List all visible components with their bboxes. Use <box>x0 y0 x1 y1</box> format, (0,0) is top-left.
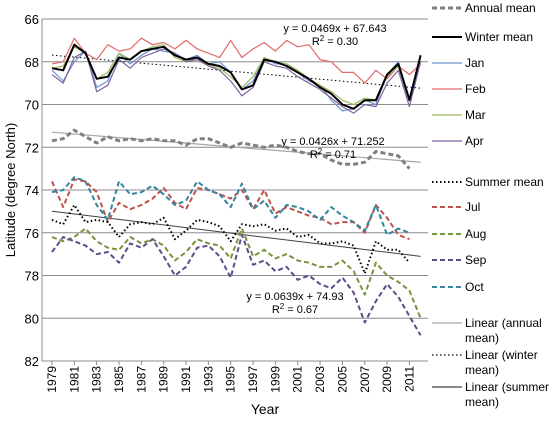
x-tick-label: 1995 <box>224 366 238 393</box>
x-tick-label: 1985 <box>112 366 126 393</box>
y-tick-label: 78 <box>25 269 39 284</box>
x-tick-label: 2009 <box>380 366 394 393</box>
y-tick-label: 82 <box>25 354 39 369</box>
legend-label: Linear (annual mean) <box>465 316 542 345</box>
x-tick-label: 2005 <box>335 366 349 393</box>
y-tick-labels: 66 68 70 72 74 76 78 80 82 <box>25 12 39 369</box>
series-line-annual-mean <box>51 128 411 170</box>
series-line-mar <box>51 44 422 106</box>
series-line-summer-mean <box>51 204 411 275</box>
x-tick-label: 2007 <box>358 366 372 393</box>
y-tick-label: 66 <box>25 12 39 27</box>
x-tick-label: 1991 <box>179 366 193 393</box>
x-tick-label: 2011 <box>402 366 416 392</box>
y-tick-label: 72 <box>25 140 39 155</box>
regression-equation: y = 0.0426x + 71.252 <box>281 136 384 148</box>
series-line-apr <box>51 48 422 114</box>
trend-lines <box>51 54 421 257</box>
legend-label: Summer mean <box>465 175 544 189</box>
legend-label: Apr <box>465 134 484 148</box>
x-tick-label: 1981 <box>67 366 81 393</box>
series-line-aug <box>51 227 422 319</box>
trend-line-linear-summer-mean <box>51 210 421 257</box>
series-line-winter-mean <box>51 43 422 110</box>
legend-label: Linear (summer mean) <box>465 380 549 409</box>
regression-equation: y = 0.0469x + 67.643 <box>283 23 386 35</box>
trend-line-linear-winter-mean <box>51 54 421 89</box>
legend-label: Aug <box>465 227 486 241</box>
x-tick-label: 1983 <box>90 366 104 393</box>
trend-line-linear-annual-mean <box>51 131 421 163</box>
x-tick-label: 1999 <box>268 366 282 393</box>
series-line-sep <box>51 233 422 336</box>
series-line-feb <box>51 37 422 84</box>
x-tick-label: 1979 <box>45 366 59 393</box>
r-squared-label: R2 = 0.67 <box>272 302 318 316</box>
y-tick-label: 70 <box>25 98 39 113</box>
data-series <box>51 37 422 336</box>
r-squared-label: R2 = 0.71 <box>310 147 356 161</box>
series-line-jul <box>51 178 410 241</box>
regression-equation: y = 0.0639x + 74.93 <box>246 291 343 303</box>
legend-label: Mar <box>465 108 486 122</box>
x-tick-label: 1987 <box>134 366 148 393</box>
y-tick-label: 80 <box>25 311 39 326</box>
y-tick-label: 76 <box>25 226 39 241</box>
legend-label: Sep <box>465 253 487 267</box>
x-tick-labels: 1979 1981 1983 1985 1987 1989 1991 1993 1995 1997… <box>45 361 416 393</box>
x-tick-label: 1993 <box>201 366 215 393</box>
x-axis-label: Year <box>251 401 280 417</box>
x-tick-label: 1989 <box>157 366 171 393</box>
x-tick-label: 2003 <box>313 366 327 393</box>
series-line-oct <box>51 176 410 236</box>
legend-label: Winter mean <box>465 30 533 44</box>
legend-label: Annual mean <box>465 1 536 15</box>
y-axis-label: Latitude (degree North) <box>3 123 18 257</box>
legend-label: Jan <box>465 56 484 70</box>
r-squared-label: R2 = 0.30 <box>312 34 358 48</box>
x-tick-label: 1997 <box>246 366 260 393</box>
y-tick-label: 68 <box>25 55 39 70</box>
legend-label: Jul <box>465 200 480 214</box>
legend-label: Feb <box>465 82 486 96</box>
y-tick-label: 74 <box>25 183 39 198</box>
legend: Annual mean Winter mean Jan Feb Mar Apr Summer… <box>432 1 549 409</box>
legend-label: Linear (winter mean) <box>465 348 538 377</box>
legend-label: Oct <box>465 280 484 294</box>
x-tick-label: 2001 <box>291 366 305 393</box>
gridlines <box>41 18 428 362</box>
